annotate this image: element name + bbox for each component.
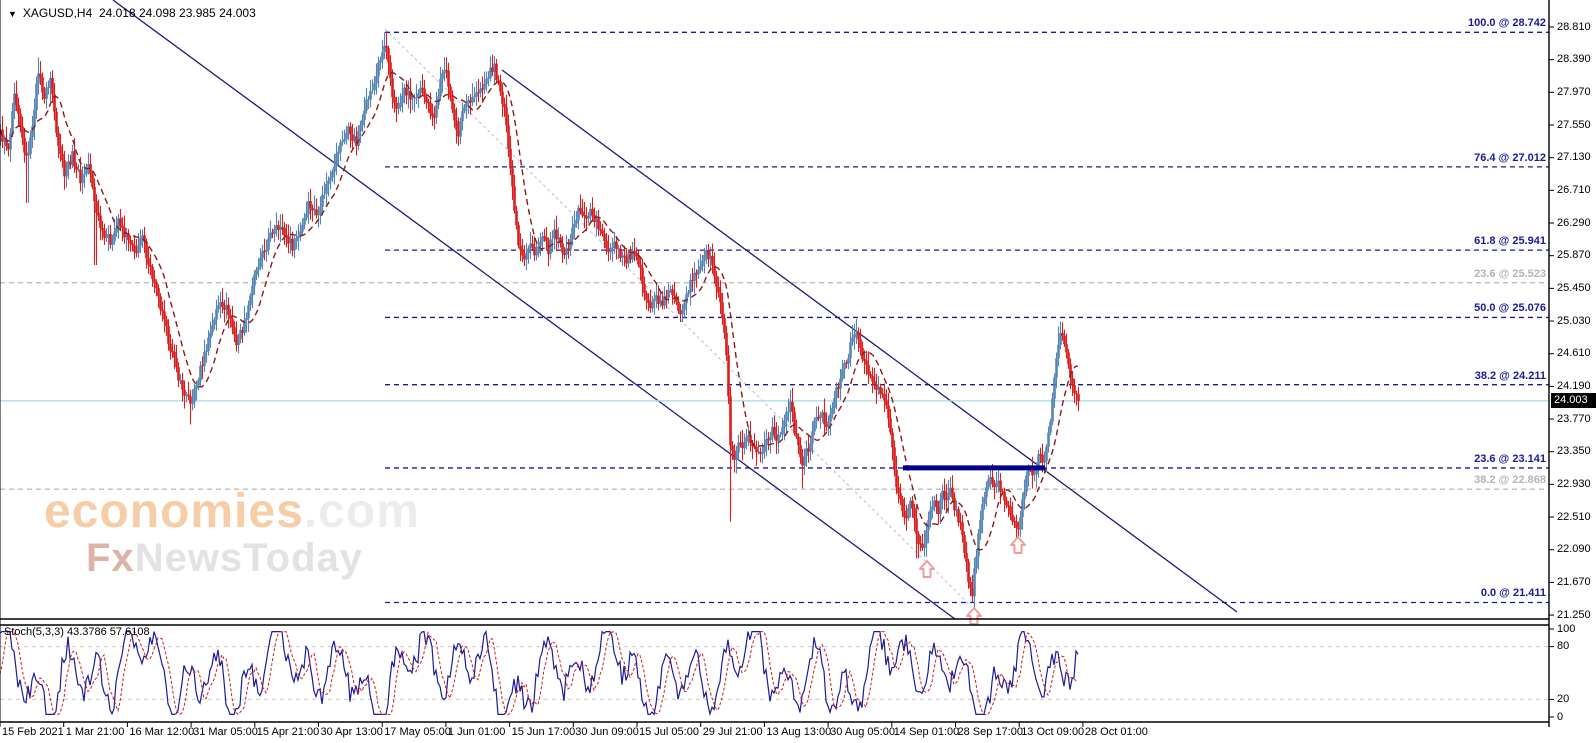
watermark-sub-rest: NewsToday (134, 536, 364, 580)
stoch-signal-line (0, 630, 1079, 716)
moving-average-line[interactable] (0, 72, 1079, 551)
trend-channel[interactable] (112, 0, 1238, 620)
watermark-domain: .com (303, 485, 420, 538)
stochastic-pane[interactable] (0, 629, 1549, 717)
watermark-subtitle: FxNewsToday (86, 538, 420, 578)
fib-retracement-gray[interactable] (0, 28, 1549, 606)
up-arrow-icon[interactable] (966, 607, 982, 625)
trendline-channel-upper[interactable] (112, 0, 956, 620)
candlesticks (0, 32, 1080, 610)
buy-signal-arrows (919, 536, 1026, 625)
watermark: economies.com FxNewsToday (44, 485, 420, 579)
trendline-channel-lower[interactable] (501, 69, 1238, 613)
up-arrow-icon[interactable] (1010, 536, 1026, 554)
axes (0, 0, 1554, 727)
watermark-brand: economies (44, 485, 304, 538)
watermark-fx: Fx (86, 536, 135, 580)
up-arrow-icon[interactable] (919, 560, 935, 578)
stoch-main-line (0, 629, 1079, 717)
